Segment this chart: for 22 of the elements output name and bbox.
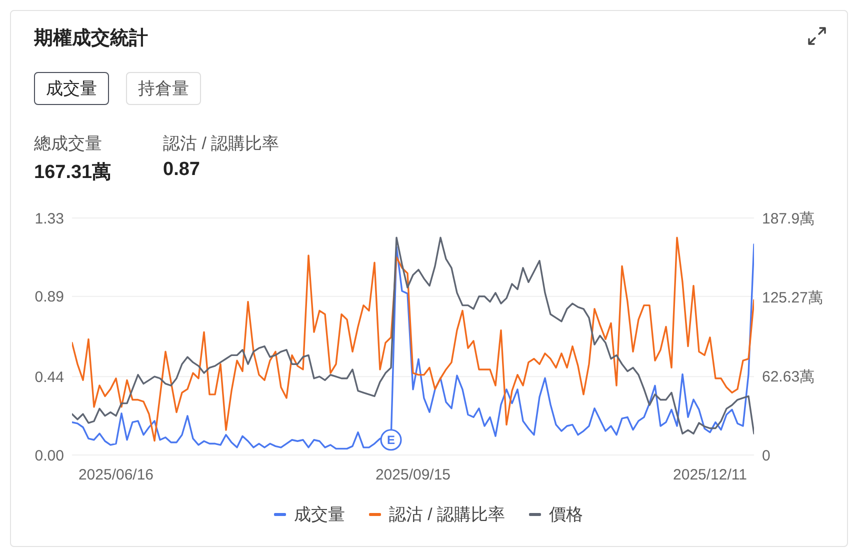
- chart-title: 期權成交統計: [34, 28, 148, 49]
- y-tick-label: 0.44: [34, 368, 64, 386]
- y-tick-label: 0.00: [34, 447, 64, 464]
- text: 167.31萬: [34, 162, 112, 183]
- y2-tick-label: 125.27萬: [762, 289, 823, 306]
- tab-button: 成交量: [34, 72, 109, 105]
- x-tick-label: 2025/12/11: [673, 466, 747, 484]
- y2-tick-label: 62.63萬: [762, 368, 815, 386]
- y-tick-label: 0.89: [34, 288, 64, 306]
- text: 認沽 / 認購比率: [163, 134, 280, 153]
- y2-tick-label: 187.9萬: [762, 210, 815, 228]
- legend-label: 認沽 / 認購比率: [388, 504, 506, 526]
- tab-button: 持倉量: [126, 72, 201, 105]
- legend-label: 價格: [549, 504, 584, 526]
- y-tick-label: 1.33: [34, 210, 64, 228]
- y2-tick-label: 0: [762, 447, 770, 464]
- text: 0.87: [163, 159, 200, 180]
- x-tick-label: 2025/09/15: [375, 466, 451, 484]
- text: 總成交量: [34, 134, 102, 153]
- data-label: E: [386, 433, 396, 448]
- legend-label: 成交量: [294, 504, 345, 526]
- x-tick-label: 2025/06/16: [78, 466, 154, 484]
